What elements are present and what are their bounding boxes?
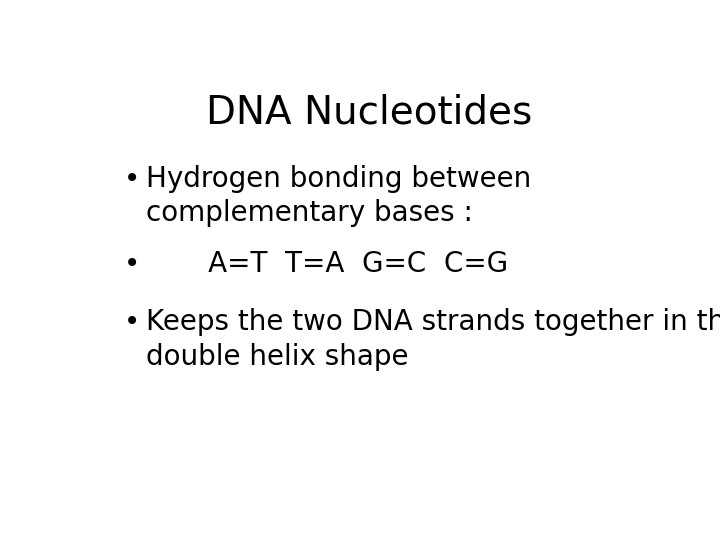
Text: Keeps the two DNA strands together in the
double helix shape: Keeps the two DNA strands together in th… <box>145 308 720 370</box>
Text: •: • <box>124 308 140 336</box>
Text: DNA Nucleotides: DNA Nucleotides <box>206 94 532 132</box>
Text: •: • <box>124 250 140 278</box>
Text: A=T  T=A  G=C  C=G: A=T T=A G=C C=G <box>145 250 508 278</box>
Text: •: • <box>124 165 140 193</box>
Text: Hydrogen bonding between
complementary bases :: Hydrogen bonding between complementary b… <box>145 165 531 227</box>
